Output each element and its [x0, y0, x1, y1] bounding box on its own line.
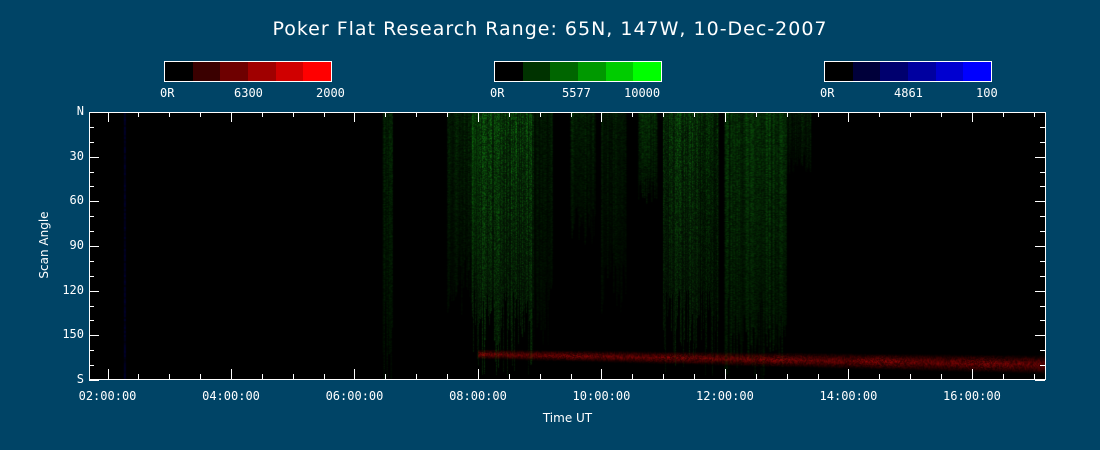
colorbar-6300-max-label: 2000: [316, 86, 345, 100]
colorbar-5577: [494, 61, 662, 82]
x-tick-label: 04:00:00: [202, 389, 260, 403]
keogram-heatmap: [90, 113, 1045, 379]
colorbar-swatch: [605, 62, 634, 81]
colorbar-swatch: [275, 62, 304, 81]
colorbar-swatch: [880, 62, 909, 81]
colorbar-5577-max-label: 10000: [624, 86, 661, 100]
colorbar-swatch: [935, 62, 964, 81]
x-tick-label: 14:00:00: [819, 389, 878, 403]
colorbar-5577-mid-label: 5577: [562, 86, 591, 100]
colorbar-swatch: [578, 62, 606, 81]
colorbar-swatch: [908, 62, 936, 81]
colorbar-swatch: [165, 62, 193, 81]
colorbar-swatch: [633, 62, 662, 81]
y-tick-label: S: [76, 372, 84, 386]
x-tick-label: 10:00:00: [572, 389, 631, 403]
colorbar-4861-mid-label: 4861: [894, 86, 923, 100]
y-tick-label: 90: [69, 238, 84, 252]
colorbar-swatch: [192, 62, 221, 81]
colorbar-6300-min-label: 0R: [160, 86, 175, 100]
colorbar-swatch: [522, 62, 551, 81]
colorbar-6300: [164, 61, 332, 82]
plot-area: [89, 112, 1046, 380]
colorbar-swatch: [495, 62, 523, 81]
colorbar-swatch: [963, 62, 992, 81]
chart-title: Poker Flat Research Range: 65N, 147W, 10…: [272, 18, 828, 40]
x-tick-label: 12:00:00: [696, 389, 754, 403]
y-axis-label: Scan Angle: [37, 211, 51, 279]
colorbar-4861-max-label: 100: [976, 86, 998, 100]
colorbar-swatch: [825, 62, 853, 81]
colorbar-5577-min-label: 0R: [490, 86, 505, 100]
colorbar-4861: [824, 61, 992, 82]
colorbar-swatch: [550, 62, 579, 81]
colorbar-swatch: [220, 62, 249, 81]
y-tick-label: 150: [62, 327, 84, 342]
y-tick-label: 120: [62, 282, 84, 297]
y-tick-label: 60: [69, 193, 84, 208]
colorbar-6300-mid-label: 6300: [234, 86, 263, 100]
x-axis-label: Time UT: [542, 411, 593, 425]
x-tick-label: 06:00:00: [325, 389, 384, 403]
colorbar-swatch: [852, 62, 881, 81]
x-tick-label: 08:00:00: [449, 389, 507, 403]
y-tick-label: 30: [69, 148, 84, 163]
x-tick-label: 02:00:00: [78, 389, 137, 403]
y-tick-label: N: [76, 104, 84, 118]
x-tick-label: 16:00:00: [943, 389, 1001, 403]
colorbar-swatch: [248, 62, 276, 81]
colorbar-4861-min-label: 0R: [820, 86, 835, 100]
colorbar-swatch: [303, 62, 332, 81]
